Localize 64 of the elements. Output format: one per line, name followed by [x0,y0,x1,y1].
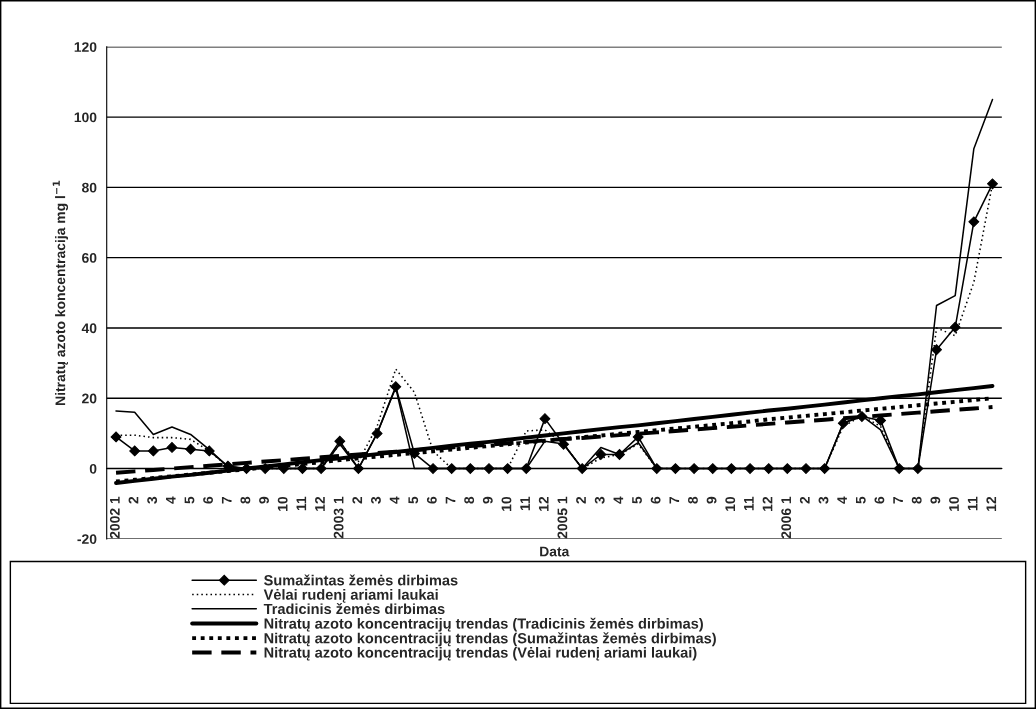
x-tick-label: 10 [949,496,959,511]
x-tick-label: 6 [203,496,213,504]
x-tick-label: 4 [613,496,624,504]
y-tick-label: 80 [81,182,97,193]
x-tick-label: 2 [576,496,586,504]
x-tick-label: 11 [296,496,307,511]
y-tick-label: 120 [74,42,97,52]
x-tick-label: 4 [837,496,847,504]
x-tick-label: 2 [352,496,363,504]
x-tick-label: 7 [669,496,680,504]
legend-label: Nitratų azoto koncentracijų trendas (Sumažintas žemės dirbimas) [264,632,716,647]
x-tick-label: 6 [426,496,437,504]
y-tick-label: 40 [81,323,97,334]
x-tick-label: 2 [128,496,139,504]
x-tick-label: 11 [744,496,754,511]
y-tick-label: 60 [82,253,97,263]
legend-label: Nitratų azoto koncentracijų trendas (Tradicinis žemės dirbimas) [264,617,703,632]
legend-label: Tradicinis žemės dirbimas [263,603,445,615]
x-tick-label: 7 [221,496,232,504]
x-tick-label: 4 [389,496,400,504]
x-tick-label: 3 [147,496,158,504]
y-tick-label: -20 [77,534,97,545]
x-tick-label: 5 [184,496,195,504]
x-tick-label: 6 [650,496,661,504]
x-tick-label: 7 [445,496,456,504]
x-tick-label: 12 [762,496,773,511]
legend-label: Vėlai rudenį ariami laukai [263,589,438,603]
x-tick-label: 12 [538,496,549,511]
x-tick-label: 3 [371,496,381,504]
x-tick-label: 8 [240,496,251,504]
x-tick-label: 9 [259,496,269,504]
legend-label: Nitratų azoto koncentracijų trendas (Vėlai rudenį ariami laukai) [264,646,697,661]
legend-label: Sumažintas žemės dirbimas [264,574,458,586]
x-tick-label: 3 [594,496,605,504]
x-tick-label: 5 [632,496,642,504]
x-tick-label: 2 [799,496,810,504]
x-tick-label: 2005 1 [557,496,568,539]
x-tick-label: 11 [967,496,978,511]
x-tick-label: 2003 1 [333,496,344,539]
y-tick-label: 20 [82,393,97,404]
x-tick-label: 9 [482,496,493,504]
x-tick-label: 6 [874,496,885,504]
x-tick-label: 5 [408,496,419,504]
x-tick-label: 9 [706,496,717,504]
x-tick-label: 8 [911,496,922,504]
x-tick-label: 12 [315,496,325,511]
x-tick-label: 3 [818,496,829,504]
x-tick-label: 9 [930,496,941,504]
y-tick-label: 0 [89,463,97,474]
x-tick-label: 2006 1 [781,496,792,539]
x-tick-label: 10 [725,496,736,511]
x-tick-label: 12 [986,496,997,511]
y-axis-title: Nitratų azoto koncentracija mg l$^{−1}$ [52,180,69,405]
x-tick-label: 8 [688,496,698,504]
x-tick-label: 10 [501,496,512,511]
x-tick-label: 11 [520,496,530,511]
x-axis-title: Data [540,546,570,557]
x-tick-label: 5 [855,496,866,504]
x-tick-label: 7 [893,496,903,504]
x-tick-label: 10 [277,496,288,511]
x-tick-label: 4 [166,496,176,504]
x-tick-label: 8 [464,496,475,504]
y-tick-label: 100 [74,112,97,123]
x-tick-label: 2002 1 [109,496,120,539]
